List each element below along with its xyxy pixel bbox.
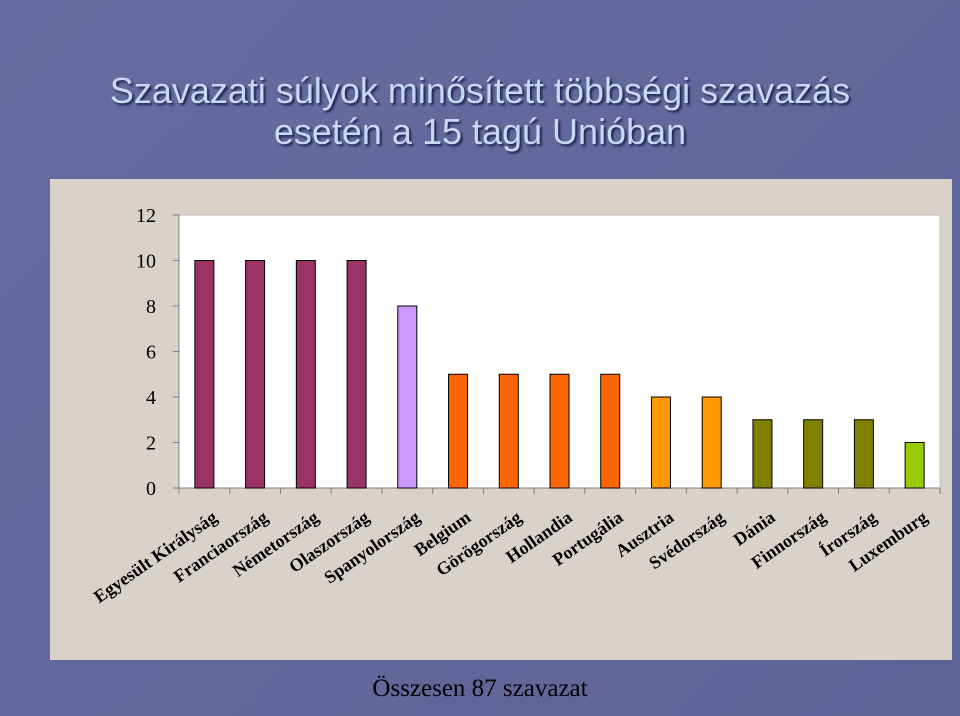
bar-6 bbox=[448, 373, 469, 489]
bar-10 bbox=[650, 396, 671, 489]
bar-1 bbox=[194, 260, 215, 489]
bar-15 bbox=[904, 442, 925, 489]
bar-2 bbox=[245, 260, 266, 489]
y-tick-label-2: 2 bbox=[146, 433, 156, 455]
title-line-2: esetén a 15 tagú Unióban bbox=[273, 111, 687, 152]
bar-11 bbox=[701, 396, 722, 489]
y-tick-label-0: 0 bbox=[146, 478, 156, 500]
bar-14 bbox=[853, 419, 874, 489]
y-tick-label-8: 8 bbox=[146, 296, 156, 318]
y-tick-label-4: 4 bbox=[146, 387, 156, 409]
slide-title: Szavazati súlyok minősített többségi sza… bbox=[0, 70, 960, 152]
bar-12 bbox=[752, 419, 773, 489]
bar-13 bbox=[803, 419, 824, 489]
bar-5 bbox=[397, 305, 418, 489]
y-tick-label-6: 6 bbox=[146, 342, 156, 364]
y-tick-label-10: 10 bbox=[136, 251, 156, 273]
bar-4 bbox=[346, 260, 367, 489]
bar-8 bbox=[549, 373, 570, 489]
bar-7 bbox=[498, 373, 519, 489]
bar-9 bbox=[600, 373, 621, 489]
title-line-1: Szavazati súlyok minősített többségi sza… bbox=[109, 70, 851, 111]
total-votes-footer: Összesen 87 szavazat bbox=[372, 675, 588, 702]
bar-3 bbox=[295, 260, 316, 489]
y-tick-label-12: 12 bbox=[136, 205, 156, 227]
